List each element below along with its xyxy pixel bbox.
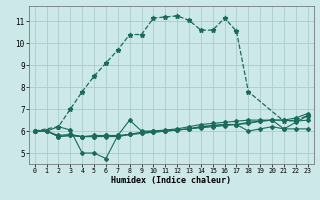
X-axis label: Humidex (Indice chaleur): Humidex (Indice chaleur)	[111, 176, 231, 185]
